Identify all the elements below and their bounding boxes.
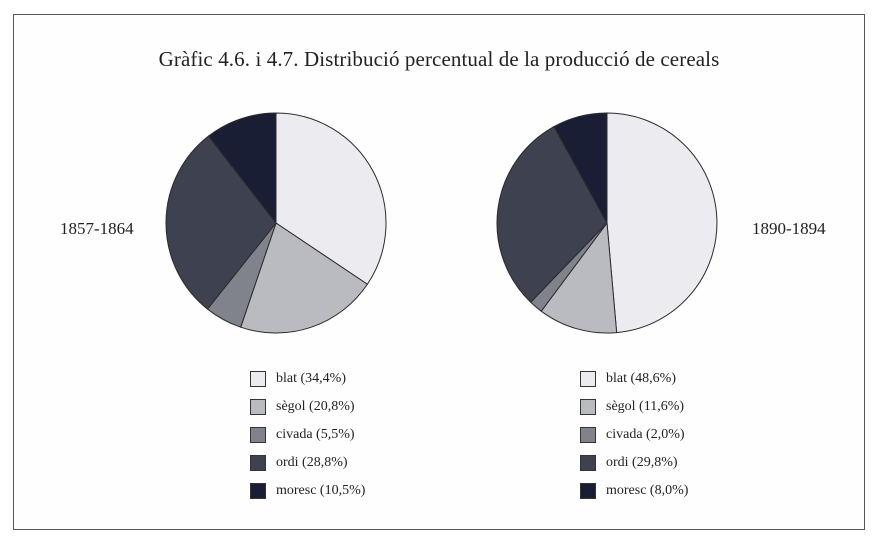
period-label-1890-1894: 1890-1894 bbox=[752, 219, 826, 238]
chart-frame: Gràfic 4.6. i 4.7. Distribució percentua… bbox=[13, 14, 865, 530]
swatch-ordi bbox=[250, 455, 266, 471]
pie-slice-ordi bbox=[496, 125, 608, 303]
pie-slice-blat bbox=[275, 112, 387, 285]
legend-label: civada (2,0%) bbox=[606, 427, 685, 442]
chart-title: Gràfic 4.6. i 4.7. Distribució percentua… bbox=[158, 47, 720, 71]
legend-label: ordi (28,8%) bbox=[276, 455, 348, 470]
legend-item: sègol (11,6%) bbox=[580, 393, 688, 421]
legend-label: blat (34,4%) bbox=[276, 371, 346, 386]
pie-chart-1890-1894 bbox=[496, 112, 718, 334]
legend-label: blat (48,6%) bbox=[606, 371, 676, 386]
swatch-moresc bbox=[580, 483, 596, 499]
legend-item: moresc (10,5%) bbox=[250, 477, 365, 505]
legend-item: ordi (29,8%) bbox=[580, 449, 688, 477]
pie-slice-segol bbox=[540, 221, 618, 334]
legend-label: moresc (10,5%) bbox=[276, 483, 366, 498]
pie-slice-blat bbox=[606, 112, 718, 334]
swatch-moresc bbox=[250, 483, 266, 499]
swatch-civada bbox=[250, 427, 266, 443]
legend-label: sègol (11,6%) bbox=[606, 399, 685, 414]
pie-chart-1857-1864 bbox=[165, 112, 387, 334]
swatch-blat bbox=[250, 371, 266, 387]
legend-label: moresc (8,0%) bbox=[606, 483, 689, 498]
pie-slice-moresc bbox=[207, 112, 277, 225]
legend-1857-1864: blat (34,4%) sègol (20,8%) civada (5,5%)… bbox=[250, 365, 365, 505]
legend-item: blat (34,4%) bbox=[250, 365, 365, 393]
pie-slice-segol bbox=[240, 222, 369, 334]
legend-item: civada (5,5%) bbox=[250, 421, 365, 449]
legend-item: blat (48,6%) bbox=[580, 365, 688, 393]
legend-label: sègol (20,8%) bbox=[276, 399, 355, 414]
pie-slice-moresc bbox=[553, 112, 608, 224]
pie-slice-ordi bbox=[165, 135, 277, 310]
swatch-blat bbox=[580, 371, 596, 387]
swatch-ordi bbox=[580, 455, 596, 471]
legend-item: ordi (28,8%) bbox=[250, 449, 365, 477]
swatch-civada bbox=[580, 427, 596, 443]
legend-item: civada (2,0%) bbox=[580, 421, 688, 449]
legend-label: ordi (29,8%) bbox=[606, 455, 678, 470]
legend-item: sègol (20,8%) bbox=[250, 393, 365, 421]
legend-item: moresc (8,0%) bbox=[580, 477, 688, 505]
swatch-segol bbox=[580, 399, 596, 415]
period-label-1857-1864: 1857-1864 bbox=[60, 219, 134, 238]
legend-1890-1894: blat (48,6%) sègol (11,6%) civada (2,0%)… bbox=[580, 365, 688, 505]
swatch-segol bbox=[250, 399, 266, 415]
legend-label: civada (5,5%) bbox=[276, 427, 355, 442]
